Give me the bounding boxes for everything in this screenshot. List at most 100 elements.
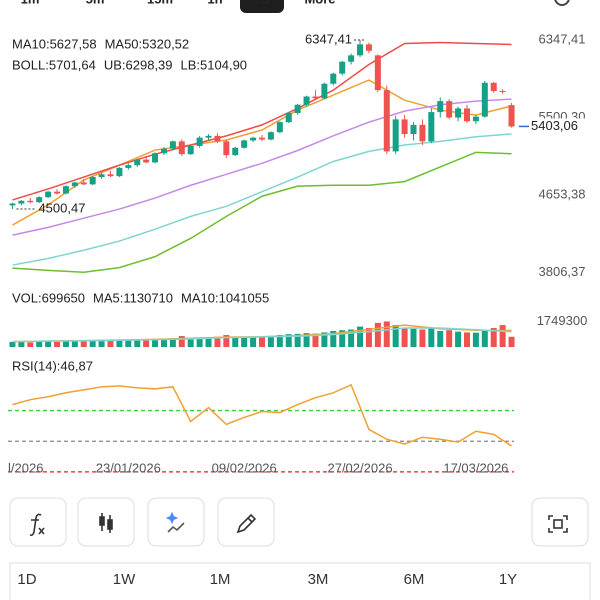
- volume-bar: [455, 331, 462, 347]
- candle-body: [401, 119, 408, 135]
- range-tab[interactable]: 1Y: [499, 571, 517, 588]
- volume-bar: [107, 340, 114, 347]
- candle-body: [437, 101, 444, 113]
- candle-body: [9, 203, 16, 206]
- annotation: 4500,47: [38, 200, 85, 215]
- volume-bar: [401, 328, 408, 347]
- candle-body: [223, 141, 230, 156]
- legend-entry: LB:5104,90: [181, 57, 248, 72]
- indicator-line: [12, 133, 512, 266]
- candle-body: [18, 200, 25, 204]
- candle-body: [508, 105, 515, 127]
- candle-body: [232, 147, 239, 156]
- candle-body: [107, 174, 114, 177]
- volume-bar: [125, 339, 132, 347]
- x-tick-label: 23/01/2026: [96, 460, 161, 475]
- legend-entry: MA5:1130710: [93, 290, 173, 305]
- x-tick-label: 09/02/2026: [212, 460, 277, 475]
- volume-bar: [259, 336, 265, 347]
- ai-icon-line: [167, 522, 185, 533]
- candle-body: [365, 44, 372, 51]
- candle-body: [392, 119, 399, 152]
- legend-entry: MA50:5320,52: [105, 36, 190, 51]
- volume-bar: [383, 321, 390, 347]
- volume-ma-line: [12, 327, 512, 343]
- candle-body: [267, 132, 274, 140]
- candle-body: [481, 82, 488, 117]
- volume-bar: [481, 330, 488, 347]
- y-tick-label: 6347,41: [539, 31, 586, 46]
- volume-bar: [205, 337, 212, 347]
- volume-bar: [374, 322, 381, 347]
- volume-bar: [276, 335, 283, 347]
- fullscreen-button[interactable]: [531, 497, 589, 547]
- legend-entry: BOLL:5701,64: [12, 57, 96, 72]
- range-tab[interactable]: 6M: [404, 571, 425, 588]
- volume-bar: [357, 326, 364, 347]
- fullscreen-icon-center: [553, 519, 563, 529]
- range-tab[interactable]: 1W: [113, 571, 136, 588]
- timeframe-tab[interactable]: 15m: [147, 0, 173, 6]
- legend-entry: MA10:1041055: [181, 290, 269, 305]
- candle-body: [36, 197, 43, 203]
- chart-type-button[interactable]: [77, 497, 135, 547]
- volume-bar: [36, 341, 43, 347]
- candle-icon-body: [99, 516, 105, 526]
- y-tick-label: 1749300: [537, 313, 588, 328]
- indicator-line: [12, 41, 512, 201]
- candle-body: [116, 167, 123, 177]
- timeframe-tab[interactable]: 5m: [86, 0, 105, 6]
- last-price-bg: [530, 118, 598, 135]
- volume-bar: [321, 332, 328, 347]
- candle-icon-body: [107, 519, 113, 530]
- indicator-line: [12, 151, 512, 273]
- volume-bar: [508, 336, 515, 347]
- candle-body: [71, 182, 78, 187]
- timeframe-tab[interactable]: 1m: [21, 0, 40, 6]
- volume-bar: [330, 330, 337, 347]
- range-tab[interactable]: 1M: [210, 571, 231, 588]
- volume-bar: [312, 333, 319, 347]
- active-tab-bg[interactable]: [240, 0, 284, 13]
- ai-icon-sparkle: [165, 511, 179, 525]
- candle-body: [125, 165, 132, 168]
- range-tab[interactable]: 3M: [308, 571, 329, 588]
- indicator-line: [12, 79, 512, 226]
- indicator-button[interactable]: [9, 497, 67, 547]
- candle-body: [303, 96, 310, 105]
- candle-body: [499, 91, 506, 93]
- candle-body: [196, 137, 203, 146]
- settings-icon[interactable]: [554, 0, 570, 6]
- volume-bar: [143, 340, 150, 347]
- timeframe-tab[interactable]: 1h: [207, 0, 222, 6]
- volume-bar: [71, 340, 78, 347]
- range-tab[interactable]: 1D: [17, 571, 36, 588]
- timeframe-tab[interactable]: More: [304, 0, 335, 6]
- volume-bar: [27, 342, 34, 347]
- volume-bar: [80, 341, 87, 347]
- candle-body: [428, 112, 435, 142]
- pencil-icon: [236, 513, 257, 534]
- candle-body: [339, 61, 346, 74]
- legend-entry: MA10:5627,58: [12, 36, 97, 51]
- candle-body: [490, 82, 497, 92]
- timeframe-tab[interactable]: 1D: [254, 0, 271, 6]
- volume-bar: [152, 338, 159, 347]
- volume-bar: [294, 333, 301, 347]
- candle-body: [27, 200, 34, 203]
- draw-button[interactable]: [217, 497, 275, 547]
- volume-bar: [98, 339, 105, 347]
- candle-body: [169, 141, 176, 149]
- volume-bar: [9, 341, 16, 347]
- legend-entry: UB:6298,39: [104, 57, 173, 72]
- volume-bar: [160, 338, 167, 347]
- legend-entry: RSI(14):46,87: [12, 358, 93, 373]
- x-tick-label: l/2026: [8, 460, 43, 475]
- toolbar: [9, 497, 589, 547]
- toolbar-icons: [29, 511, 568, 536]
- candle-body: [98, 174, 105, 178]
- volume-bar: [116, 339, 123, 347]
- candle-body: [54, 191, 61, 194]
- volume-bar: [446, 330, 453, 347]
- ai-button[interactable]: [147, 497, 205, 547]
